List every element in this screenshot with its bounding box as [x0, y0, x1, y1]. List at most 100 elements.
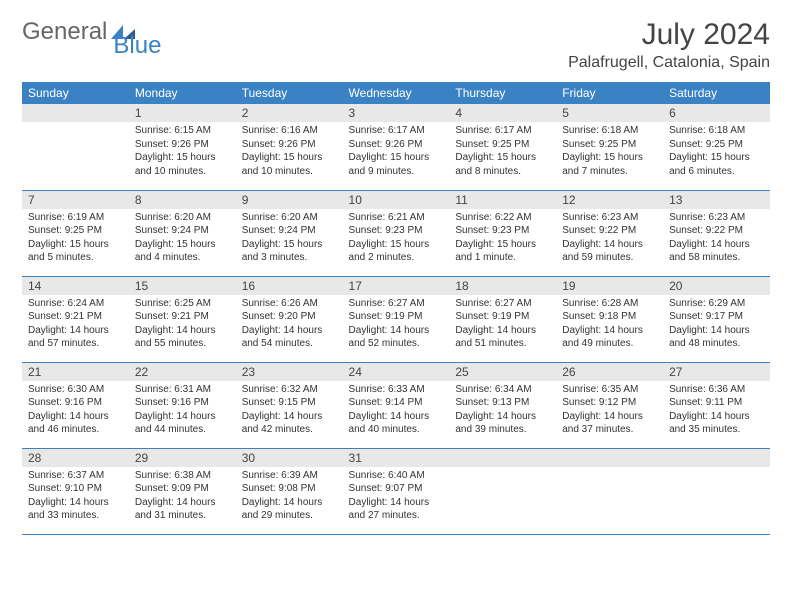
day-number: 5	[556, 104, 663, 122]
daylight-text: Daylight: 14 hours and 44 minutes.	[135, 410, 230, 437]
calendar-week-row: 28Sunrise: 6:37 AMSunset: 9:10 PMDayligh…	[22, 448, 770, 534]
sunset-text: Sunset: 9:26 PM	[349, 138, 444, 152]
calendar-cell: 6Sunrise: 6:18 AMSunset: 9:25 PMDaylight…	[663, 104, 770, 190]
daylight-text: Daylight: 14 hours and 46 minutes.	[28, 410, 123, 437]
daylight-text: Daylight: 14 hours and 37 minutes.	[562, 410, 657, 437]
sunset-text: Sunset: 9:21 PM	[28, 310, 123, 324]
sunrise-text: Sunrise: 6:32 AM	[242, 383, 337, 397]
daylight-text: Daylight: 14 hours and 29 minutes.	[242, 496, 337, 523]
sunset-text: Sunset: 9:23 PM	[349, 224, 444, 238]
daylight-text: Daylight: 14 hours and 31 minutes.	[135, 496, 230, 523]
sunset-text: Sunset: 9:08 PM	[242, 482, 337, 496]
day-content: Sunrise: 6:18 AMSunset: 9:25 PMDaylight:…	[663, 122, 770, 182]
sunrise-text: Sunrise: 6:37 AM	[28, 469, 123, 483]
calendar-cell	[663, 448, 770, 534]
weekday-header-row: Sunday Monday Tuesday Wednesday Thursday…	[22, 82, 770, 104]
day-content: Sunrise: 6:18 AMSunset: 9:25 PMDaylight:…	[556, 122, 663, 182]
daylight-text: Daylight: 14 hours and 57 minutes.	[28, 324, 123, 351]
daylight-text: Daylight: 15 hours and 8 minutes.	[455, 151, 550, 178]
day-number: 11	[449, 191, 556, 209]
day-content: Sunrise: 6:28 AMSunset: 9:18 PMDaylight:…	[556, 295, 663, 355]
daylight-text: Daylight: 14 hours and 51 minutes.	[455, 324, 550, 351]
sunrise-text: Sunrise: 6:15 AM	[135, 124, 230, 138]
logo: General Blue	[22, 18, 161, 46]
day-number: 12	[556, 191, 663, 209]
day-number: 30	[236, 449, 343, 467]
calendar-body: 1Sunrise: 6:15 AMSunset: 9:26 PMDaylight…	[22, 104, 770, 534]
sunset-text: Sunset: 9:12 PM	[562, 396, 657, 410]
day-number: 1	[129, 104, 236, 122]
daylight-text: Daylight: 14 hours and 52 minutes.	[349, 324, 444, 351]
sunset-text: Sunset: 9:21 PM	[135, 310, 230, 324]
day-content: Sunrise: 6:40 AMSunset: 9:07 PMDaylight:…	[343, 467, 450, 527]
day-number: 27	[663, 363, 770, 381]
sunrise-text: Sunrise: 6:33 AM	[349, 383, 444, 397]
day-number: 4	[449, 104, 556, 122]
daylight-text: Daylight: 15 hours and 9 minutes.	[349, 151, 444, 178]
day-number: 9	[236, 191, 343, 209]
calendar-cell: 12Sunrise: 6:23 AMSunset: 9:22 PMDayligh…	[556, 190, 663, 276]
daylight-text: Daylight: 15 hours and 6 minutes.	[669, 151, 764, 178]
day-number: 17	[343, 277, 450, 295]
calendar-cell: 21 Sunrise: 6:30 AMSunset: 9:16 PMDayligh…	[22, 362, 129, 448]
day-content: Sunrise: 6:27 AMSunset: 9:19 PMDaylight:…	[449, 295, 556, 355]
sunset-text: Sunset: 9:16 PM	[28, 396, 123, 410]
sunset-text: Sunset: 9:16 PM	[135, 396, 230, 410]
daylight-text: Daylight: 15 hours and 3 minutes.	[242, 238, 337, 265]
sunrise-text: Sunrise: 6:19 AM	[28, 211, 123, 225]
daylight-text: Daylight: 14 hours and 27 minutes.	[349, 496, 444, 523]
day-content: Sunrise: 6:16 AMSunset: 9:26 PMDaylight:…	[236, 122, 343, 182]
calendar-cell: 1Sunrise: 6:15 AMSunset: 9:26 PMDaylight…	[129, 104, 236, 190]
day-number: 31	[343, 449, 450, 467]
day-content: Sunrise: 6:20 AMSunset: 9:24 PMDaylight:…	[236, 209, 343, 269]
calendar-cell: 15Sunrise: 6:25 AMSunset: 9:21 PMDayligh…	[129, 276, 236, 362]
sunset-text: Sunset: 9:19 PM	[455, 310, 550, 324]
weekday-header: Monday	[129, 82, 236, 104]
calendar-cell: 9Sunrise: 6:20 AMSunset: 9:24 PMDaylight…	[236, 190, 343, 276]
sunrise-text: Sunrise: 6:38 AM	[135, 469, 230, 483]
day-number: 7	[22, 191, 129, 209]
calendar-cell	[449, 448, 556, 534]
calendar-cell: 7Sunrise: 6:19 AMSunset: 9:25 PMDaylight…	[22, 190, 129, 276]
sunrise-text: Sunrise: 6:30 AM	[28, 383, 123, 397]
daylight-text: Daylight: 15 hours and 1 minute.	[455, 238, 550, 265]
sunrise-text: Sunrise: 6:36 AM	[669, 383, 764, 397]
calendar-week-row: 7Sunrise: 6:19 AMSunset: 9:25 PMDaylight…	[22, 190, 770, 276]
calendar-cell: 17Sunrise: 6:27 AMSunset: 9:19 PMDayligh…	[343, 276, 450, 362]
day-content: Sunrise: 6:17 AMSunset: 9:25 PMDaylight:…	[449, 122, 556, 182]
day-content: Sunrise: 6:34 AMSunset: 9:13 PMDaylight:…	[449, 381, 556, 441]
sunrise-text: Sunrise: 6:16 AM	[242, 124, 337, 138]
day-content: Sunrise: 6:32 AMSunset: 9:15 PMDaylight:…	[236, 381, 343, 441]
weekday-header: Thursday	[449, 82, 556, 104]
sunrise-text: Sunrise: 6:27 AM	[349, 297, 444, 311]
sunrise-text: Sunrise: 6:28 AM	[562, 297, 657, 311]
day-number: 25	[449, 363, 556, 381]
day-number: 21	[22, 363, 129, 381]
weekday-header: Saturday	[663, 82, 770, 104]
calendar-cell: 29Sunrise: 6:38 AMSunset: 9:09 PMDayligh…	[129, 448, 236, 534]
sunset-text: Sunset: 9:14 PM	[349, 396, 444, 410]
sunrise-text: Sunrise: 6:17 AM	[349, 124, 444, 138]
calendar-cell: 19Sunrise: 6:28 AMSunset: 9:18 PMDayligh…	[556, 276, 663, 362]
sunrise-text: Sunrise: 6:25 AM	[135, 297, 230, 311]
sunset-text: Sunset: 9:22 PM	[562, 224, 657, 238]
sunset-text: Sunset: 9:17 PM	[669, 310, 764, 324]
sunrise-text: Sunrise: 6:21 AM	[349, 211, 444, 225]
sunrise-text: Sunrise: 6:31 AM	[135, 383, 230, 397]
calendar-week-row: 21Sunrise: 6:30 AMSunset: 9:16 PMDayligh…	[22, 362, 770, 448]
daylight-text: Daylight: 14 hours and 54 minutes.	[242, 324, 337, 351]
day-content: Sunrise: 6:20 AMSunset: 9:24 PMDaylight:…	[129, 209, 236, 269]
daylight-text: Daylight: 14 hours and 59 minutes.	[562, 238, 657, 265]
sunrise-text: Sunrise: 6:20 AM	[242, 211, 337, 225]
day-number: 3	[343, 104, 450, 122]
daylight-text: Daylight: 14 hours and 39 minutes.	[455, 410, 550, 437]
daylight-text: Daylight: 14 hours and 48 minutes.	[669, 324, 764, 351]
calendar-cell: 27Sunrise: 6:36 AMSunset: 9:11 PMDayligh…	[663, 362, 770, 448]
calendar-cell: 25Sunrise: 6:34 AMSunset: 9:13 PMDayligh…	[449, 362, 556, 448]
logo-text-1: General	[22, 18, 107, 46]
header: General Blue July 2024 Palafrugell, Cata…	[22, 18, 770, 72]
sunrise-text: Sunrise: 6:26 AM	[242, 297, 337, 311]
calendar-cell: 22Sunrise: 6:31 AMSunset: 9:16 PMDayligh…	[129, 362, 236, 448]
day-content: Sunrise: 6:37 AMSunset: 9:10 PMDaylight:…	[22, 467, 129, 527]
day-number: 26	[556, 363, 663, 381]
